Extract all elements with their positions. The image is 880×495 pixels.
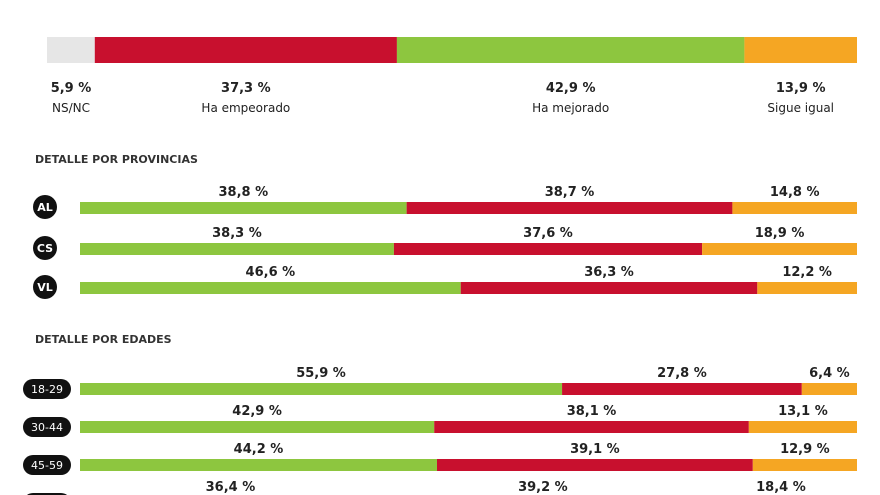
overall-value-label-ha-mejorado: 42,9 % [546,81,596,96]
age-bar-30-44-sigue-igual [748,421,857,433]
province-badge-cs [33,236,57,260]
age-badge-label-30-44: 30-44 [31,421,63,434]
province-bar-vl-ha-empeorado [460,282,758,294]
age-label-30-44-sigue-igual: 13,1 % [778,404,828,419]
province-label-al-sigue-igual: 14,8 % [770,185,820,200]
province-label-al-ha-mejorado: 38,8 % [218,185,268,200]
age-bar-30-44-ha-mejorado [80,421,435,433]
province-bar-al-sigue-igual [732,202,857,214]
age-label-row-4-ha-empeorado: 39,2 % [518,480,568,495]
province-bar-cs-sigue-igual [702,243,857,255]
province-bar-al-ha-empeorado [406,202,733,214]
province-badge-vl [33,275,57,299]
age-label-30-44-ha-empeorado: 38,1 % [567,404,617,419]
province-badge-label-al: AL [37,201,53,214]
provincias-heading: DETALLE POR PROVINCIAS [35,153,198,166]
age-badge-label-18-29: 18-29 [31,383,63,396]
age-badge-45-59 [23,455,71,475]
province-bar-cs-ha-empeorado [393,243,703,255]
age-badge-label-45-59: 45-59 [31,459,63,472]
age-bar-45-59-ha-empeorado [437,459,753,471]
age-label-row-4-sigue-igual: 18,4 % [756,480,806,495]
province-bar-cs-ha-mejorado [80,243,394,255]
age-label-45-59-sigue-igual: 12,9 % [780,442,830,457]
edades-heading: DETALLE POR EDADES [35,333,172,346]
province-bar-vl-ha-mejorado [80,282,461,294]
province-label-vl-sigue-igual: 12,2 % [782,265,832,280]
overall-segment-ha-empeorado [94,37,397,63]
age-bar-45-59-ha-mejorado [80,459,437,471]
age-label-18-29-ha-empeorado: 27,8 % [657,366,707,381]
age-badge-18-29 [23,379,71,399]
age-label-18-29-sigue-igual: 6,4 % [809,366,850,381]
age-bar-18-29-sigue-igual [801,383,857,395]
province-label-cs-sigue-igual: 18,9 % [755,226,805,241]
overall-value-label-sigue-igual: 13,9 % [776,81,826,96]
age-bar-18-29-ha-mejorado [80,383,563,395]
age-label-row-4-ha-mejorado: 36,4 % [206,480,256,495]
overall-category-label-ns-nc: NS/NC [52,101,90,115]
province-badge-label-vl: VL [37,281,53,294]
overall-opinion-chart: 5,9 % NS/NC 37,3 % Ha empeorado 42,9 % Ha mej… [47,37,857,115]
province-label-cs-ha-empeorado: 37,6 % [523,226,573,241]
overall-value-label-ns-nc: 5,9 % [51,81,92,96]
province-badge-al [33,195,57,219]
province-bar-vl-sigue-igual [757,282,857,294]
age-label-45-59-ha-empeorado: 39,1 % [570,442,620,457]
province-bar-al-ha-mejorado [80,202,407,214]
province-label-vl-ha-mejorado: 46,6 % [246,265,296,280]
overall-segment-sigue-igual [744,37,857,63]
age-bar-45-59-sigue-igual [752,459,857,471]
province-badge-label-cs: CS [37,242,53,255]
age-badge-30-44 [23,417,71,437]
age-label-45-59-ha-mejorado: 44,2 % [234,442,284,457]
age-label-18-29-ha-mejorado: 55,9 % [296,366,346,381]
age-bar-18-29-ha-empeorado [562,383,802,395]
age-groups-chart: 18-29 55,9 % 27,8 % 6,4 % 30-44 42,9 % 38,1 % 1… [23,366,857,495]
age-bar-30-44-ha-empeorado [434,421,749,433]
overall-segment-ns-nc [47,37,95,63]
province-label-al-ha-empeorado: 38,7 % [545,185,595,200]
overall-category-label-ha-mejorado: Ha mejorado [532,101,609,115]
overall-category-label-ha-empeorado: Ha empeorado [201,101,290,115]
overall-value-label-ha-empeorado: 37,3 % [221,81,271,96]
age-label-30-44-ha-mejorado: 42,9 % [232,404,282,419]
overall-category-label-sigue-igual: Sigue igual [767,101,834,115]
overall-segment-ha-mejorado [396,37,745,63]
provinces-chart: AL 38,8 % 38,7 % 14,8 % CS 38,3 % 37,6 % 18,9 %… [33,185,857,299]
province-label-vl-ha-empeorado: 36,3 % [584,265,634,280]
province-label-cs-ha-mejorado: 38,3 % [212,226,262,241]
